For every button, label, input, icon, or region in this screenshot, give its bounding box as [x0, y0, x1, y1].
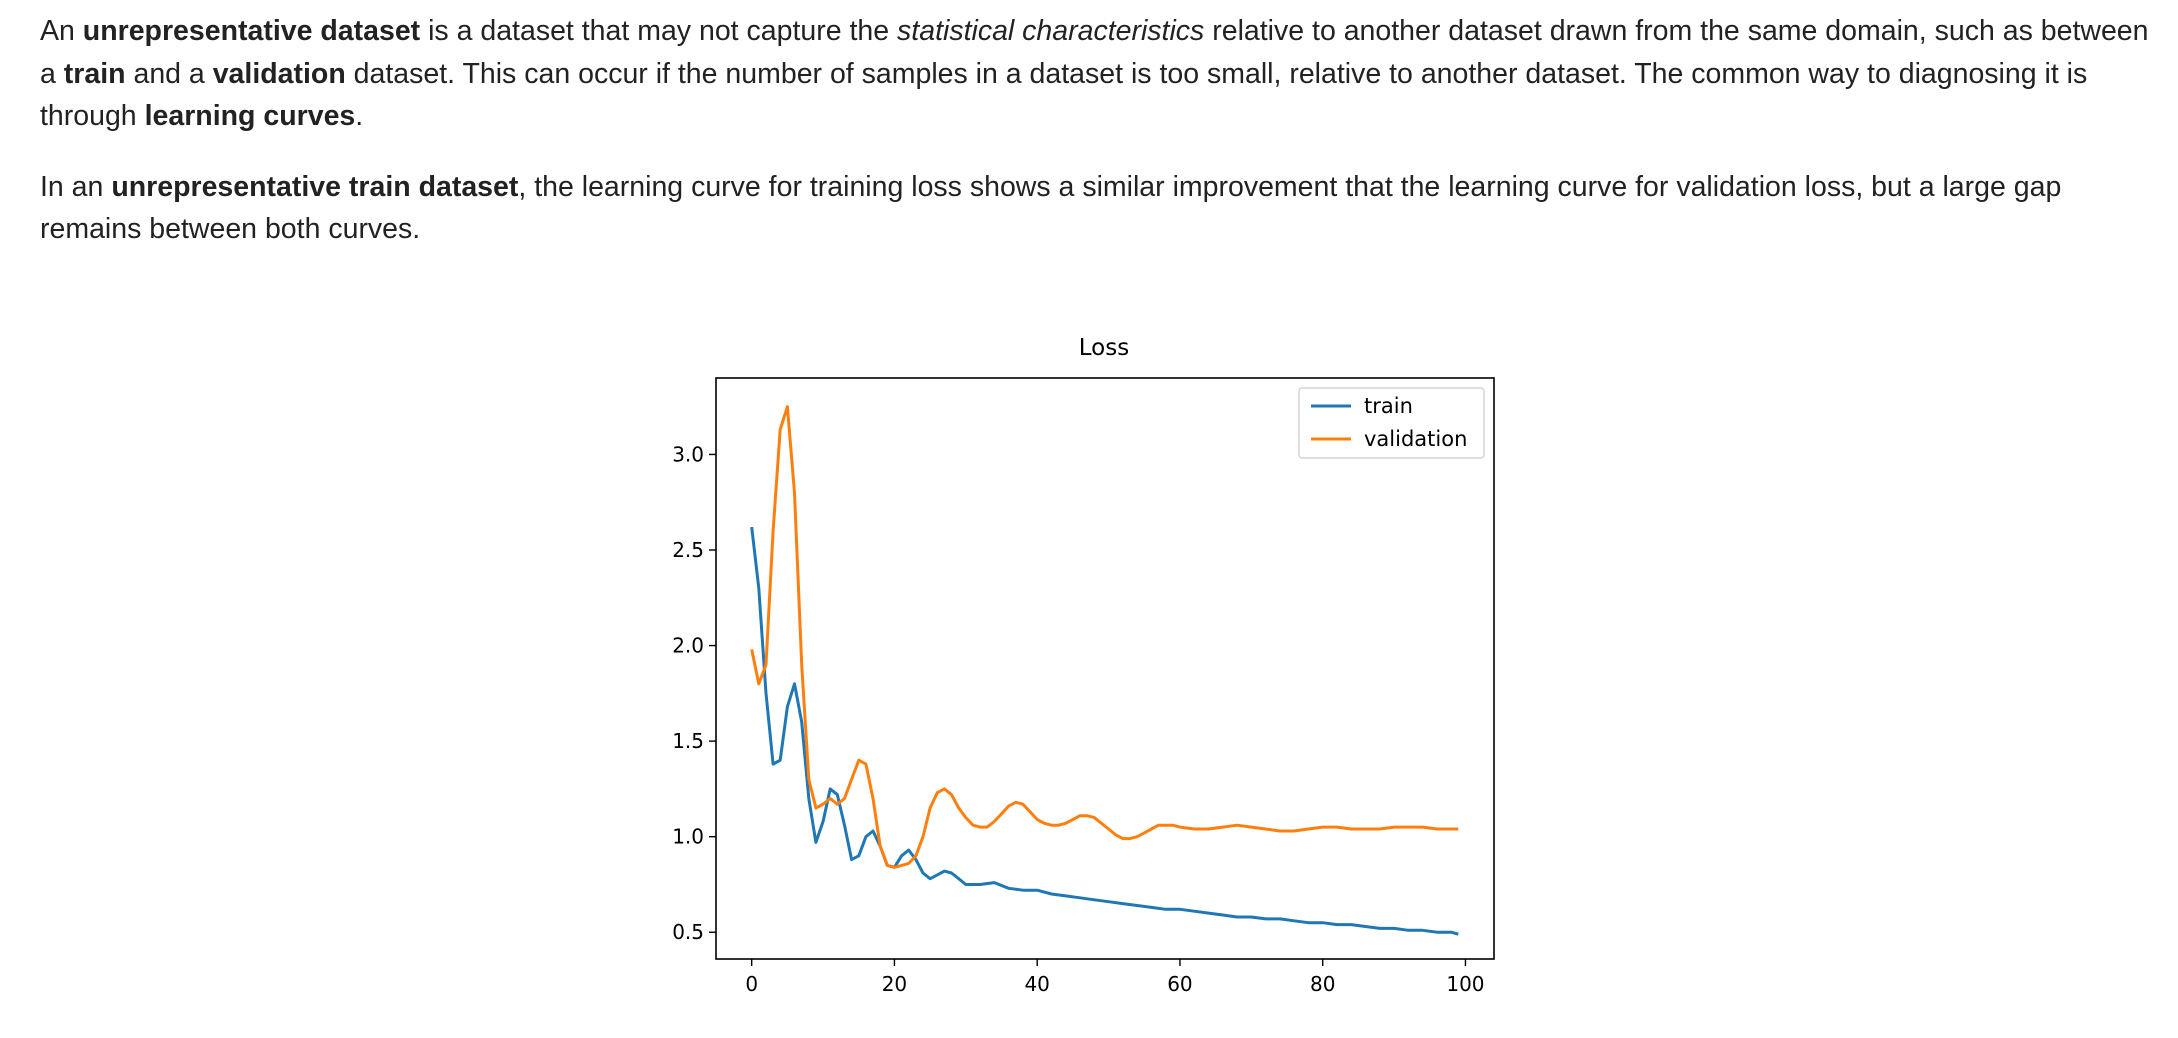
text-segment: .: [355, 100, 363, 132]
text-segment: unrepresentative train dataset: [111, 171, 518, 203]
text-segment: In an: [40, 171, 111, 203]
text-segment: is a dataset that may not capture the: [420, 15, 897, 47]
loss-chart-figure: Loss 0.5 1.0 1.5 2.0 2.5 3.0 0 20 40 60 80 100 tra…: [640, 330, 1520, 1030]
series-line-validation: [752, 407, 1459, 868]
text-segment: An: [40, 15, 83, 47]
x-axis: 0 20 40 60 80 100: [745, 959, 1484, 996]
plot-area-frame: [716, 378, 1494, 959]
article-body: An unrepresentative dataset is a dataset…: [40, 10, 2150, 279]
y-tick-label: 1.5: [672, 729, 704, 753]
chart-title: Loss: [1079, 335, 1129, 361]
x-tick-label: 60: [1167, 972, 1192, 996]
y-axis: 0.5 1.0 1.5 2.0 2.5 3.0: [672, 442, 716, 944]
text-segment: learning curves: [145, 100, 356, 132]
text-segment: validation: [213, 58, 346, 90]
y-tick-label: 2.5: [672, 538, 704, 562]
x-tick-label: 0: [745, 972, 758, 996]
legend-label-validation: validation: [1364, 427, 1467, 451]
text-segment: train: [64, 58, 126, 90]
x-tick-label: 40: [1024, 972, 1049, 996]
x-tick-label: 80: [1310, 972, 1335, 996]
chart-legend: train validation: [1299, 388, 1484, 458]
legend-label-train: train: [1364, 394, 1413, 418]
y-tick-label: 1.0: [672, 825, 704, 849]
y-tick-label: 3.0: [672, 442, 704, 466]
plot-lines: [752, 407, 1459, 935]
paragraph-unrepresentative-dataset: An unrepresentative dataset is a dataset…: [40, 10, 2150, 138]
paragraph-unrepresentative-train: In an unrepresentative train dataset, th…: [40, 166, 2150, 251]
x-tick-label: 20: [882, 972, 907, 996]
text-segment: and a: [126, 58, 213, 90]
series-line-train: [752, 527, 1459, 934]
loss-chart: Loss 0.5 1.0 1.5 2.0 2.5 3.0 0 20 40 60 80 100 tra…: [640, 330, 1520, 1030]
text-segment: statistical characteristics: [897, 15, 1204, 47]
y-tick-label: 2.0: [672, 634, 704, 658]
y-tick-label: 0.5: [672, 920, 704, 944]
x-tick-label: 100: [1446, 972, 1484, 996]
text-segment: unrepresentative dataset: [83, 15, 420, 47]
